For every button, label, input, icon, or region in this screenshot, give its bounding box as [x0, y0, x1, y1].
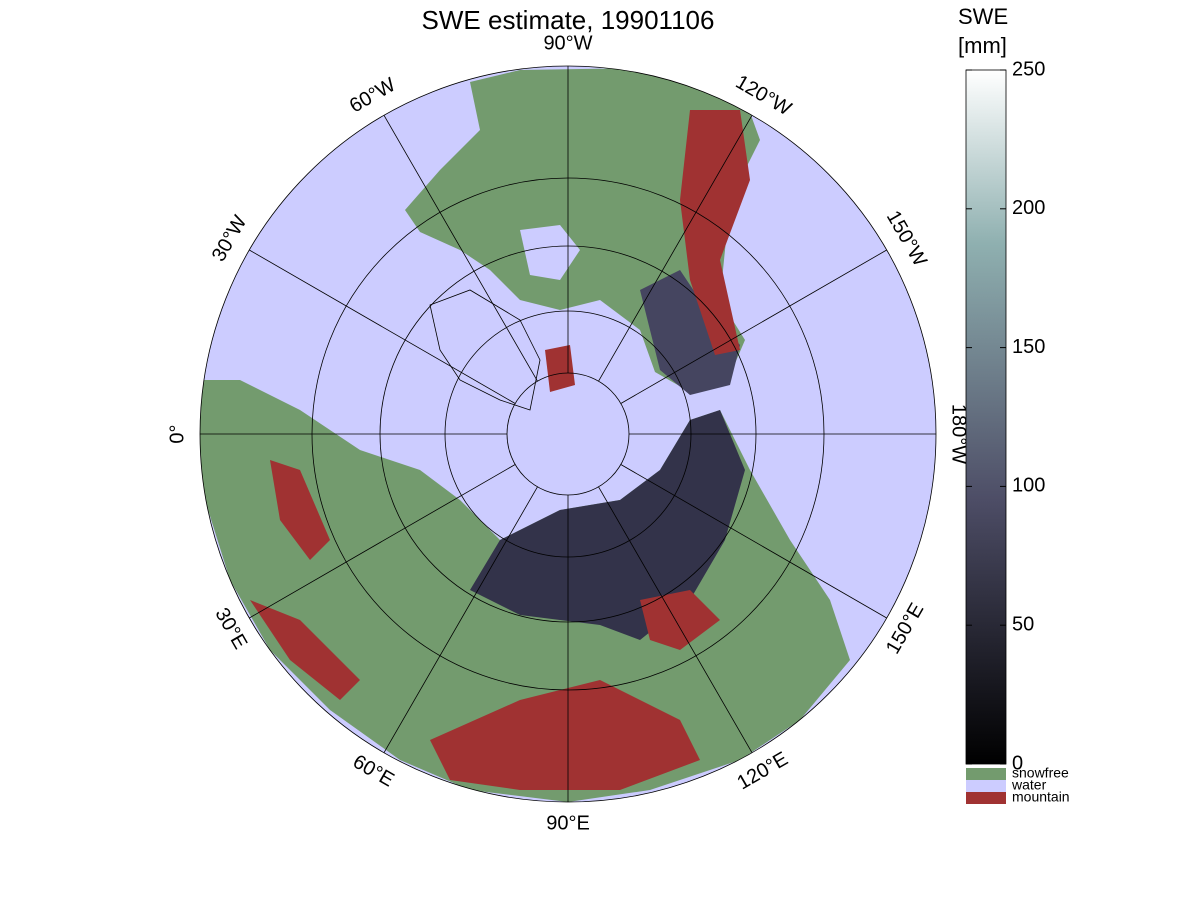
- colorbar-label: SWE: [958, 4, 1008, 29]
- meridian-line: [249, 249, 516, 404]
- colorbar-tick-label: 250: [1012, 58, 1045, 80]
- mountain: [680, 110, 750, 355]
- mountain: [250, 600, 360, 700]
- meridian-line: [620, 464, 887, 619]
- meridian-line: [383, 486, 538, 753]
- colorbar-tick-label: 0: [1012, 752, 1023, 774]
- snow-cover-america: [640, 270, 740, 395]
- legend-label: water: [1011, 777, 1047, 793]
- meridian-line: [620, 249, 887, 404]
- meridian-line: [249, 464, 516, 619]
- legend-swatch: [966, 792, 1006, 804]
- meridian-label: 30°E: [210, 604, 251, 653]
- mountain: [430, 680, 700, 790]
- hudson-bay: [520, 225, 580, 280]
- colorbar-tick-label: 50: [1012, 613, 1034, 635]
- graticule: [200, 66, 936, 802]
- legend-swatch: [966, 780, 1006, 792]
- greenland: [429, 289, 541, 411]
- mountain: [270, 460, 330, 560]
- mountain: [545, 345, 575, 392]
- map-frame: [199, 65, 937, 803]
- meridian-label: 180°W: [948, 404, 970, 464]
- snow-cover-eurasia: [470, 410, 745, 640]
- meridian-line: [383, 115, 538, 382]
- colorbar-tick-label: 200: [1012, 197, 1045, 219]
- colorbar-ticks: 0 50 100 150 200 250: [966, 58, 1045, 774]
- meridian-label: 60°E: [349, 751, 398, 792]
- meridian-line: [598, 486, 753, 753]
- colorbar-label: [mm]: [958, 33, 1007, 58]
- mountain: [640, 590, 720, 650]
- legend-swatch: [966, 768, 1006, 780]
- colorbar-tick-label: 150: [1012, 336, 1045, 358]
- legend-label: mountain: [1012, 789, 1070, 805]
- meridian-line: [598, 115, 753, 382]
- colorbar: [965, 69, 1007, 765]
- map-disk: [200, 66, 936, 802]
- meridian-label: 90°W: [543, 32, 592, 54]
- colorbar-tick-label: 100: [1012, 475, 1045, 497]
- legend-label: snowfree: [1012, 765, 1069, 781]
- meridian-label: 90°E: [546, 812, 590, 834]
- map-title: SWE estimate, 19901106: [422, 5, 715, 35]
- meridian-label: 0°: [166, 424, 188, 443]
